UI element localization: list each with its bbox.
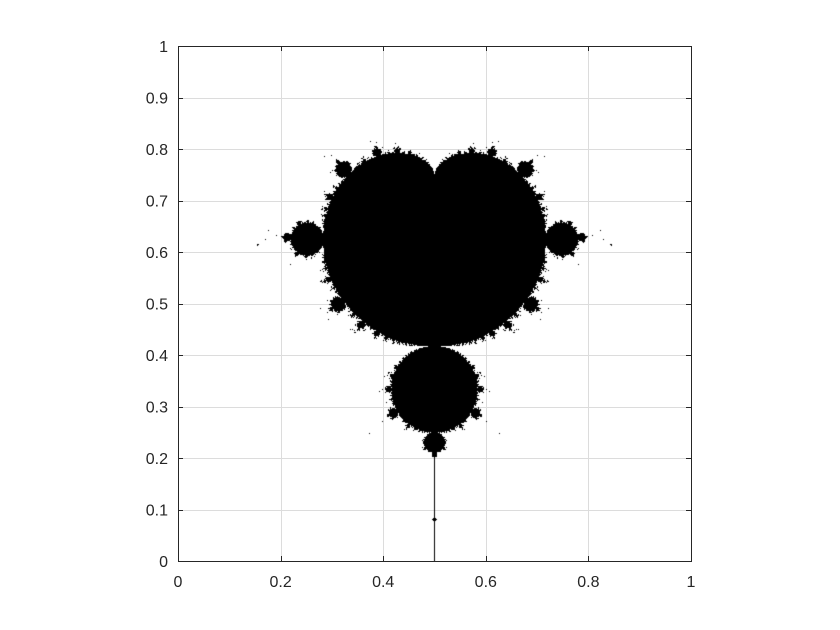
x-axis-tick-labels: 0 0.2 0.4 0.6 0.8 1 [174, 574, 696, 591]
y-axis-tick-labels: 0 0.1 0.2 0.3 0.4 0.5 0.6 0.7 0.8 0.9 1 [146, 39, 168, 571]
y-tick-label: 0.7 [146, 194, 168, 211]
x-tick-label: 0.6 [475, 574, 497, 591]
y-tick-label: 0.8 [146, 142, 168, 159]
x-tick-label: 0.2 [269, 574, 291, 591]
y-tick-label: 0.1 [146, 503, 168, 520]
x-tick-label: 0.8 [577, 574, 599, 591]
y-tick-label: 1 [159, 39, 168, 56]
x-tick-label: 0 [174, 574, 183, 591]
x-tick-label: 0.4 [372, 574, 394, 591]
y-tick-label: 0.5 [146, 297, 168, 314]
x-tick-label: 1 [687, 574, 696, 591]
y-tick-label: 0.9 [146, 91, 168, 108]
y-tick-label: 0.3 [146, 400, 168, 417]
y-tick-label: 0.6 [146, 245, 168, 262]
y-tick-label: 0.4 [146, 348, 168, 365]
y-tick-label: 0.2 [146, 451, 168, 468]
mandelbrot-set [178, 46, 691, 561]
y-tick-label: 0 [159, 554, 168, 571]
ticks [178, 46, 692, 562]
